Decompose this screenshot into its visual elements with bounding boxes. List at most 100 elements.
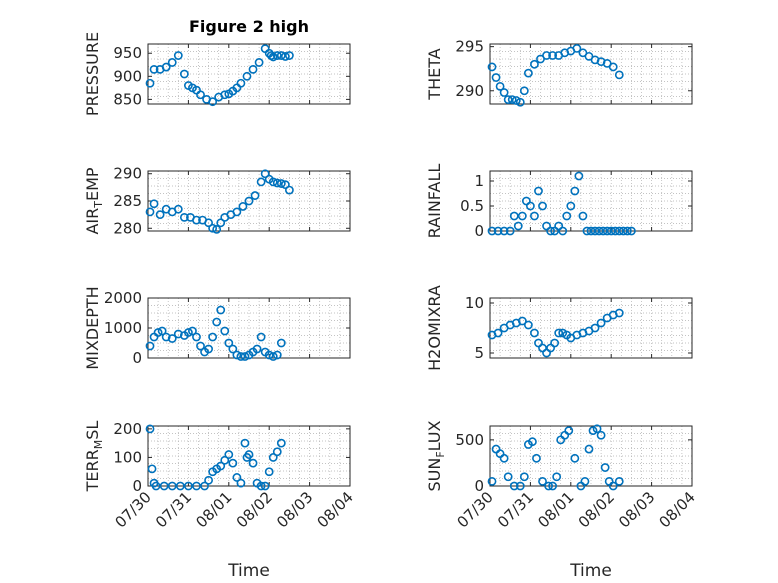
data-point: [554, 328, 564, 338]
data-point: [523, 68, 533, 78]
data-point: [562, 211, 572, 221]
data-point: [614, 308, 624, 318]
data-point: [284, 51, 294, 60]
data-point: [192, 481, 201, 491]
data-point: [196, 341, 205, 351]
data-point: [594, 226, 604, 236]
data-point: [224, 450, 234, 459]
data-point: [256, 332, 266, 342]
data-point: [596, 318, 606, 328]
data-point: [212, 317, 222, 327]
data-point: [276, 438, 286, 448]
x-tick-label: 07/31: [152, 488, 195, 531]
data-point: [248, 64, 258, 74]
x-axis-label: Time: [569, 561, 612, 581]
y-tick-label: 1: [474, 172, 484, 190]
data-point: [517, 211, 527, 221]
data-point: [155, 210, 165, 220]
y-tick-label: 2000: [104, 289, 142, 307]
data-point: [153, 328, 163, 337]
data-point: [538, 476, 547, 486]
data-point: [618, 226, 628, 236]
data-point: [220, 455, 230, 465]
data-point: [487, 226, 497, 236]
data-point: [519, 472, 529, 482]
data-point: [268, 352, 278, 361]
y-tick-label: 0: [132, 477, 142, 495]
chart-title: Figure 2 high: [189, 17, 309, 36]
data-point: [216, 305, 226, 315]
data-point: [544, 481, 553, 491]
y-tick-label: 290: [455, 82, 484, 100]
data-point: [208, 223, 218, 233]
y-tick-label: 950: [113, 44, 142, 62]
data-point: [145, 78, 155, 88]
data-point: [550, 338, 560, 348]
data-point: [204, 344, 213, 354]
data-point: [250, 191, 260, 200]
y-tick-label: 200: [113, 420, 142, 438]
data-point: [147, 464, 157, 474]
data-point: [272, 51, 282, 60]
data-point: [216, 218, 226, 228]
data-point: [614, 226, 624, 236]
data-point: [499, 453, 509, 463]
data-point: [572, 44, 582, 53]
data-point: [491, 444, 501, 454]
data-point: [173, 51, 183, 60]
data-point: [272, 178, 282, 188]
y-axis-label: H2OMIXRA: [425, 285, 444, 371]
data-point: [534, 186, 543, 196]
data-point: [622, 226, 632, 236]
data-point: [236, 352, 246, 361]
data-point: [566, 201, 576, 211]
data-point: [546, 226, 555, 236]
data-point: [493, 328, 503, 338]
y-axis-label: THETA: [425, 48, 444, 100]
y-tick-label: 0: [132, 349, 142, 367]
data-point: [276, 338, 286, 348]
data-point: [606, 226, 616, 236]
data-point: [208, 97, 218, 107]
data-point: [260, 481, 270, 491]
data-point: [515, 481, 525, 491]
data-point: [149, 64, 159, 74]
data-point: [560, 430, 570, 440]
data-point: [151, 481, 161, 491]
data-point: [487, 62, 497, 72]
data-point: [244, 196, 254, 206]
data-point: [272, 447, 282, 457]
data-point: [513, 221, 523, 231]
data-point: [173, 329, 183, 339]
x-axis-label: Time: [227, 561, 270, 581]
y-tick-label: 285: [113, 192, 142, 210]
y-tick-label: 1000: [104, 319, 142, 337]
data-point: [596, 430, 606, 440]
data-point: [580, 476, 590, 486]
data-point: [216, 461, 226, 471]
y-tick-label: 5: [474, 344, 484, 362]
x-tick-label: 08/04: [314, 488, 357, 531]
data-point: [188, 326, 197, 336]
y-axis-label: AIRTEMP: [83, 167, 105, 234]
data-point: [608, 481, 618, 491]
data-point: [280, 180, 290, 190]
data-point: [264, 467, 274, 477]
data-point: [264, 350, 274, 360]
data-point: [204, 218, 213, 228]
data-point: [542, 51, 551, 60]
axes-box: [147, 43, 351, 105]
data-point: [149, 199, 159, 209]
data-point: [276, 179, 286, 188]
data-point: [179, 212, 189, 222]
axes-box: [489, 43, 693, 105]
data-point: [159, 481, 169, 491]
x-tick-label: 08/02: [575, 488, 618, 531]
data-point: [528, 437, 537, 447]
data-point: [558, 226, 568, 236]
data-point: [515, 97, 525, 107]
data-point: [530, 211, 539, 221]
y-tick-label: 10: [465, 294, 484, 312]
data-point: [526, 201, 535, 211]
data-point: [491, 73, 501, 82]
